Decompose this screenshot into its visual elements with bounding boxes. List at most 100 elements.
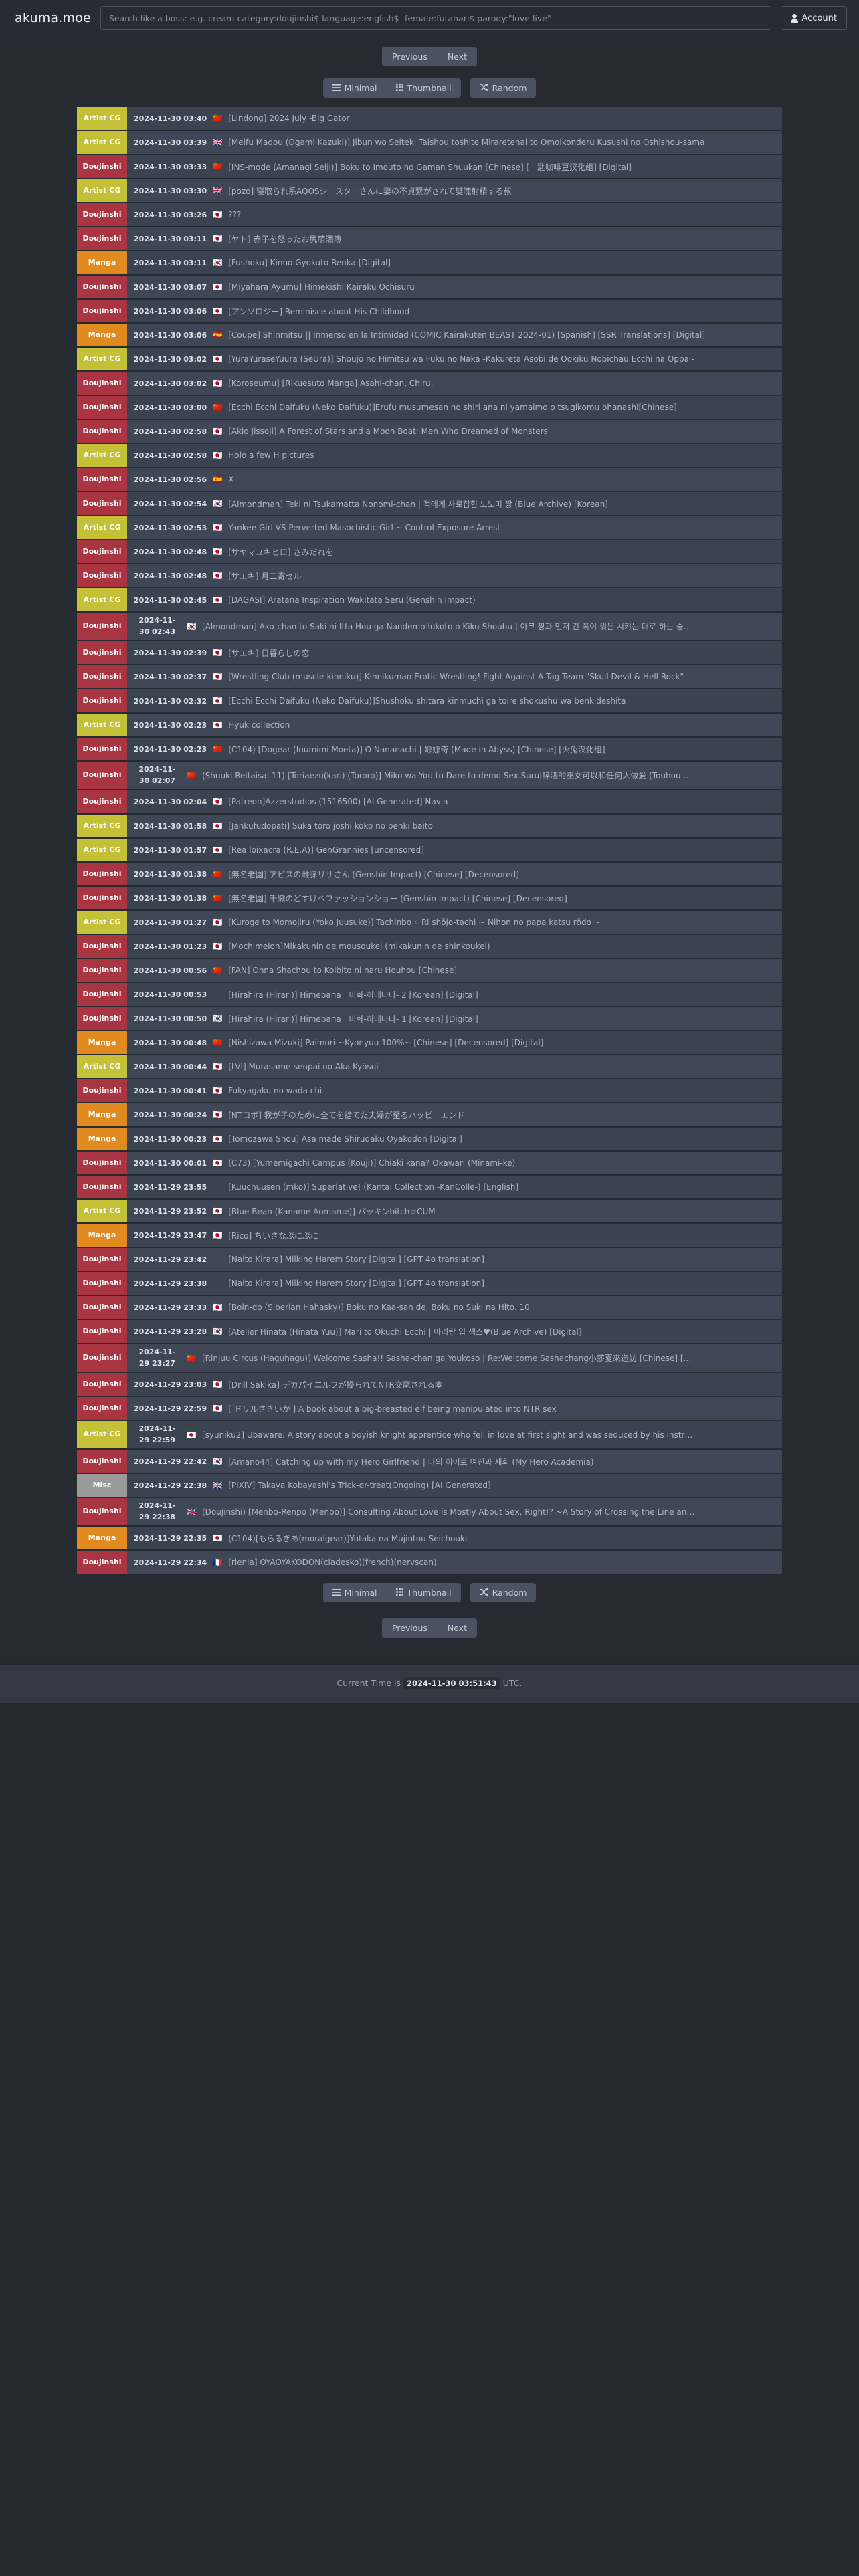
gallery-title[interactable]: [ヤト] 赤子を怒ったお尻萌洒簿: [228, 234, 342, 244]
search-input[interactable]: [100, 6, 771, 30]
category-badge[interactable]: Doujinshi: [77, 641, 127, 664]
gallery-title[interactable]: [Almondman] Ako-chan to Saki ni Itta Hou…: [202, 622, 692, 631]
gallery-row[interactable]: Manga 2024-11-30 03:11 🇰🇷 [Fushoku] Kinno G…: [77, 251, 782, 274]
gallery-title[interactable]: [Rea loixacra (R.E.A)] GenGrannies [unce…: [228, 845, 424, 855]
gallery-title[interactable]: [Naito Kirara] Milking Harem Story [Digi…: [228, 1279, 484, 1288]
gallery-title[interactable]: (C104) [Dogear (Inumimi Moeta)] O Nanana…: [228, 744, 605, 754]
thumbnail-view-button-top[interactable]: Thumbnail: [387, 78, 461, 98]
category-badge[interactable]: Doujinshi: [77, 613, 127, 640]
category-badge[interactable]: Artist CG: [77, 131, 127, 154]
category-badge[interactable]: Artist CG: [77, 444, 127, 467]
category-badge[interactable]: Doujinshi: [77, 983, 127, 1006]
gallery-title[interactable]: X: [228, 475, 234, 484]
gallery-row[interactable]: Doujinshi 2024-11-29 23:42 [Naito Kirara] …: [77, 1248, 782, 1271]
gallery-row[interactable]: Doujinshi 2024-11-30 00:50 🇰🇷 [Hirahira (Hi…: [77, 1007, 782, 1030]
category-badge[interactable]: Doujinshi: [77, 762, 127, 789]
gallery-row[interactable]: Doujinshi 2024-11-30 02:23 🇨🇳 (C104) [Dogea…: [77, 738, 782, 760]
category-badge[interactable]: Doujinshi: [77, 492, 127, 515]
gallery-title[interactable]: [Jankufudopati] Suka toro joshi koko no …: [228, 821, 433, 831]
gallery-row[interactable]: Doujinshi 2024-11-30 03:33 🇨🇳 [INS-mode (Am…: [77, 155, 782, 178]
category-badge[interactable]: Doujinshi: [77, 540, 127, 563]
gallery-title[interactable]: [Coupe] Shinmitsu || Inmerso en la Intim…: [228, 330, 706, 340]
gallery-row[interactable]: Manga 2024-11-30 03:06 🇪🇸 [Coupe] Shinmitsu…: [77, 324, 782, 346]
gallery-title[interactable]: [Naito Kirara] Milking Harem Story [Digi…: [228, 1255, 484, 1264]
category-badge[interactable]: Doujinshi: [77, 420, 127, 443]
category-badge[interactable]: Artist CG: [77, 107, 127, 130]
category-badge[interactable]: Artist CG: [77, 516, 127, 539]
gallery-row[interactable]: Artist CG 2024-11-30 03:30 🇬🇧 [pozo] 寝取られ系A…: [77, 179, 782, 202]
gallery-title[interactable]: [Ecchi Ecchi Daifuku (Neko Daifuku)]Eruf…: [228, 403, 677, 412]
gallery-row[interactable]: Doujinshi 2024-11-30 03:02 🇯🇵 [Koroseumu] […: [77, 372, 782, 395]
minimal-view-button-bottom[interactable]: Minimal: [323, 1583, 387, 1602]
gallery-title[interactable]: [Miyahara Ayumu] Himekishi Kairaku Ochis…: [228, 282, 415, 292]
previous-button-top[interactable]: Previous: [382, 47, 438, 66]
category-badge[interactable]: Artist CG: [77, 714, 127, 736]
gallery-title[interactable]: [Fushoku] Kinno Gyokuto Renka [Digital]: [228, 258, 391, 267]
category-badge[interactable]: Doujinshi: [77, 1320, 127, 1343]
gallery-title[interactable]: [Nishizawa Mizuki] Paimori ~Kyonyuu 100%…: [228, 1038, 544, 1047]
category-badge[interactable]: Artist CG: [77, 179, 127, 202]
gallery-title[interactable]: [サエキ] 月二寄セル: [228, 571, 302, 581]
category-badge[interactable]: Doujinshi: [77, 155, 127, 178]
category-badge[interactable]: Manga: [77, 1224, 127, 1247]
gallery-row[interactable]: Manga 2024-11-30 00:48 🇨🇳 [Nishizawa Mizuki…: [77, 1031, 782, 1054]
gallery-title[interactable]: [pozo] 寝取られ系AQOSシースターさんに妻の不貞繋がされて雙魄射精する叔: [228, 186, 512, 196]
category-badge[interactable]: Artist CG: [77, 815, 127, 837]
gallery-row[interactable]: Artist CG 2024-11-30 02:45 🇯🇵 [DAGASI] Arat…: [77, 588, 782, 611]
category-badge[interactable]: Doujinshi: [77, 863, 127, 885]
category-badge[interactable]: Artist CG: [77, 1421, 127, 1448]
gallery-row[interactable]: Doujinshi 2024-11-30 02:58 🇯🇵 [Akio Jissoji…: [77, 420, 782, 443]
category-badge[interactable]: Doujinshi: [77, 1152, 127, 1174]
gallery-title[interactable]: [Atelier Hinata (Hinata Yuu)] Mari to Ok…: [228, 1327, 582, 1337]
category-badge[interactable]: Doujinshi: [77, 1498, 127, 1525]
gallery-title[interactable]: [Amano44] Catching up with my Hero Girlf…: [228, 1457, 594, 1467]
gallery-row[interactable]: Doujinshi 2024-11-29 23:27 🇨🇳 [Rinjuu Circu…: [77, 1344, 782, 1372]
gallery-title[interactable]: [Drill Sakika] デカパイエルフが操られてNTR交尾される本: [228, 1380, 443, 1390]
gallery-row[interactable]: Doujinshi 2024-11-30 02:07 🇨🇳 (Shuuki Reita…: [77, 762, 782, 789]
gallery-row[interactable]: Doujinshi 2024-11-29 22:38 🇬🇧 (Doujinshi) […: [77, 1498, 782, 1525]
account-button[interactable]: Account: [780, 6, 847, 30]
category-badge[interactable]: Doujinshi: [77, 1176, 127, 1198]
gallery-row[interactable]: Artist CG 2024-11-29 22:59 🇯🇵 [syuniku2] Ub…: [77, 1421, 782, 1448]
gallery-row[interactable]: Doujinshi 2024-11-30 00:53 [Hirahira (Hira…: [77, 983, 782, 1006]
gallery-title[interactable]: [Rico] ちいさなぷにぷに: [228, 1230, 319, 1241]
gallery-title[interactable]: [NTロボ] 我が子のために全てを捨てた夫婦が至るハッピーエンド: [228, 1110, 465, 1120]
category-badge[interactable]: Doujinshi: [77, 959, 127, 982]
gallery-title[interactable]: [Boin-do (Siberian Hahasky)] Boku no Kaa…: [228, 1303, 530, 1312]
gallery-row[interactable]: Doujinshi 2024-11-29 23:03 🇯🇵 [Drill Sakika…: [77, 1373, 782, 1396]
category-badge[interactable]: Doujinshi: [77, 1397, 127, 1420]
gallery-row[interactable]: Doujinshi 2024-11-29 23:28 🇰🇷 [Atelier Hina…: [77, 1320, 782, 1343]
minimal-view-button-top[interactable]: Minimal: [323, 78, 387, 98]
gallery-row[interactable]: Doujinshi 2024-11-30 02:48 🇯🇵 [サヤマユキヒロ] さみだ…: [77, 540, 782, 563]
gallery-row[interactable]: Doujinshi 2024-11-30 02:48 🇯🇵 [サエキ] 月二寄セル: [77, 564, 782, 587]
gallery-title[interactable]: [Hirahira (Hirari)] Himebana | 비화-히메바나- …: [228, 1014, 478, 1024]
gallery-row[interactable]: Doujinshi 2024-11-30 03:26 🇯🇵???: [77, 203, 782, 226]
category-badge[interactable]: Artist CG: [77, 348, 127, 370]
gallery-title[interactable]: [Tomozawa Shou] Asa made Shirudaku Oyako…: [228, 1134, 462, 1144]
gallery-title[interactable]: [Blue Bean (Kaname Aomame)] パッキンbitch☆CU…: [228, 1206, 436, 1216]
category-badge[interactable]: Doujinshi: [77, 1296, 127, 1319]
category-badge[interactable]: Doujinshi: [77, 300, 127, 322]
gallery-title[interactable]: Hyuk collection: [228, 720, 290, 730]
gallery-row[interactable]: Doujinshi 2024-11-30 01:23 🇯🇵 [Mochimelon]M…: [77, 935, 782, 958]
category-badge[interactable]: Artist CG: [77, 1055, 127, 1078]
gallery-row[interactable]: Artist CG 2024-11-30 03:39 🇬🇧 [Meifu Madou …: [77, 131, 782, 154]
gallery-row[interactable]: Doujinshi 2024-11-30 03:00 🇨🇳 [Ecchi Ecchi …: [77, 396, 782, 419]
gallery-title[interactable]: [Kuuchuusen (mko)] Superlative! (Kantai …: [228, 1182, 519, 1192]
gallery-title[interactable]: [Almondman] Teki ni Tsukamatta Nonomi-ch…: [228, 499, 608, 509]
gallery-title[interactable]: [Meifu Madou (Ogami Kazuki)] Jibun wo Se…: [228, 138, 705, 147]
gallery-title[interactable]: [PIXIV] Takaya Kobayashi's Trick-or-trea…: [228, 1481, 491, 1490]
gallery-title[interactable]: Fukyagaku no wada chi: [228, 1086, 322, 1095]
category-badge[interactable]: Doujinshi: [77, 887, 127, 909]
gallery-title[interactable]: [INS-mode (Amanagi Seiji)] Boku to Imout…: [228, 162, 632, 172]
category-badge[interactable]: Doujinshi: [77, 1551, 127, 1574]
category-badge[interactable]: Manga: [77, 1128, 127, 1150]
gallery-title[interactable]: [無名老園] 千織のどすけべファッションショー (Genshin Impact)…: [228, 893, 567, 903]
gallery-title[interactable]: [Akio Jissoji] A Forest of Stars and a M…: [228, 427, 548, 436]
gallery-row[interactable]: Doujinshi 2024-11-30 02:43 🇰🇷 [Almondman] A…: [77, 613, 782, 640]
category-badge[interactable]: Doujinshi: [77, 1373, 127, 1396]
gallery-row[interactable]: Doujinshi 2024-11-30 02:56 🇪🇸 X: [77, 468, 782, 491]
category-badge[interactable]: Doujinshi: [77, 1248, 127, 1271]
gallery-title[interactable]: [Ecchi Ecchi Daifuku (Neko Daifuku)]Shus…: [228, 696, 626, 706]
random-button-bottom[interactable]: Random: [470, 1583, 537, 1602]
